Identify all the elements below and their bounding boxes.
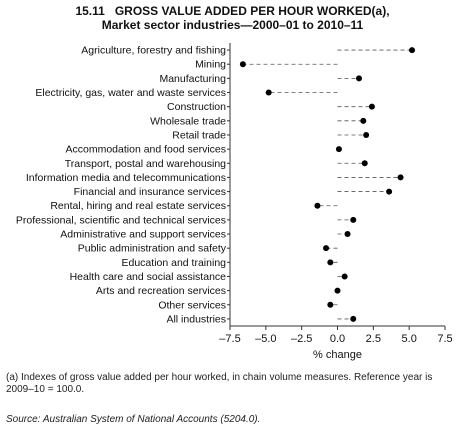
category-label: Construction <box>167 101 226 113</box>
category-label: Information media and telecommunications <box>26 172 226 184</box>
data-point <box>327 259 334 266</box>
category-label: Administrative and support services <box>60 229 226 241</box>
category-label: All industries <box>166 313 226 325</box>
x-tick-label: –5.0 <box>255 333 276 345</box>
category-label: Wholesale trade <box>150 115 226 127</box>
category-label: Retail trade <box>172 129 226 141</box>
data-point <box>323 245 330 252</box>
category-label: Electricity, gas, water and waste servic… <box>35 87 226 99</box>
category-label: Accommodation and food services <box>66 144 227 156</box>
category-label: Agriculture, forestry and fishing <box>81 45 226 57</box>
x-axis-label: % change <box>313 349 362 361</box>
category-label: Professional, scientific and technical s… <box>16 214 226 226</box>
footnote: (a) Indexes of gross value added per hou… <box>6 372 433 395</box>
data-point <box>397 174 404 181</box>
category-label: Other services <box>158 299 226 311</box>
x-tick-label: 5.0 <box>402 333 417 345</box>
chart-title: GROSS VALUE ADDED PER HOUR WORKED(a), <box>114 4 390 18</box>
chart-title-line1: 15.11 GROSS VALUE ADDED PER HOUR WORKED(… <box>0 4 465 18</box>
data-point <box>327 301 334 308</box>
data-point <box>363 131 370 138</box>
data-point <box>368 103 375 110</box>
source-note: Source: Australian System of National Ac… <box>6 414 261 425</box>
data-point <box>239 61 246 68</box>
data-point <box>341 273 348 280</box>
data-point <box>350 315 357 322</box>
data-point <box>409 47 416 54</box>
data-point <box>314 202 321 209</box>
dot-chart: Agriculture, forestry and fishing Mining M… <box>16 43 453 361</box>
category-label: Financial and insurance services <box>74 186 226 198</box>
data-point <box>350 216 357 223</box>
chart-subtitle: Market sector industries—2000–01 to 2010… <box>101 18 364 32</box>
data-point <box>335 146 342 153</box>
chart-number: 15.11 <box>75 4 105 18</box>
x-tick-label: –7.5 <box>219 333 240 345</box>
x-tick-label: 7.5 <box>437 333 452 345</box>
category-label: Transport, postal and warehousing <box>65 158 226 170</box>
data-point <box>356 75 362 82</box>
data-point <box>361 160 368 167</box>
category-label: Health care and social assistance <box>70 271 227 283</box>
category-label: Mining <box>195 59 226 71</box>
category-label: Rental, hiring and real estate services <box>50 200 226 212</box>
data-point <box>265 89 272 96</box>
x-tick-label: 2.5 <box>366 333 381 345</box>
data-point <box>344 231 351 238</box>
category-label: Manufacturing <box>159 73 226 85</box>
x-tick-label: –2.5 <box>291 333 312 345</box>
data-point <box>386 188 393 195</box>
x-tick-label: 0.0 <box>330 333 345 345</box>
data-point <box>334 287 341 294</box>
category-label: Arts and recreation services <box>96 285 226 297</box>
category-label: Public administration and safety <box>78 243 227 255</box>
data-point <box>360 117 367 124</box>
category-label: Education and training <box>122 257 227 269</box>
